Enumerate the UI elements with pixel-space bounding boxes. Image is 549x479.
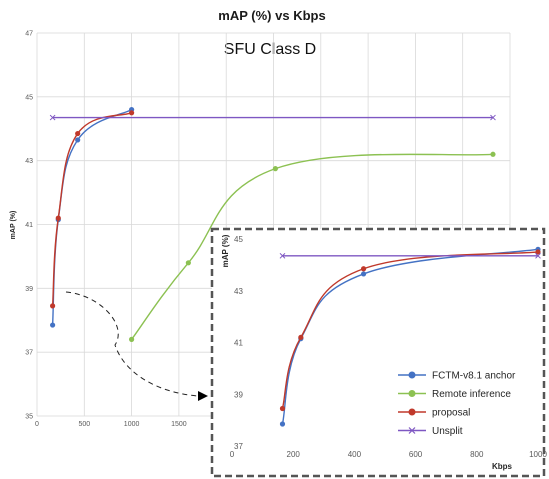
inset-y-tick-label: 37: [234, 442, 243, 451]
main-point-unsplit-0: [49, 114, 56, 121]
main-point-remote-inference-3: [490, 151, 496, 157]
legend-label: proposal: [432, 408, 470, 419]
main-series-line-fctm-v8-1-anchor: [51, 108, 132, 326]
main-y-tick-label: 35: [25, 414, 33, 421]
inset-y-tick-label: 45: [234, 235, 243, 244]
main-point-fctm-v8-1-anchor-2: [75, 137, 81, 143]
main-y-tick-label: 43: [25, 158, 33, 165]
main-point-fctm-v8-1-anchor-0: [50, 322, 56, 328]
legend-marker: [408, 371, 416, 379]
main-point-proposal-2: [75, 130, 81, 137]
main-point-remote-inference-2: [272, 166, 278, 172]
inset-point-unsplit-1: [535, 252, 541, 259]
legend-item-remote-inference: Remote inference: [398, 389, 511, 400]
main-y-tick-label: 37: [25, 350, 33, 357]
inset-y-tick-label: 39: [234, 390, 243, 399]
chart-title: mAP (%) vs Kbps: [218, 8, 325, 23]
legend-label: Remote inference: [432, 389, 511, 400]
main-y-axis-label: mAP (%): [10, 211, 17, 240]
inset-point-fctm-v8-1-anchor-2: [360, 271, 367, 277]
inset-series-line-proposal: [281, 251, 539, 409]
inset-x-axis-label: Kbps: [492, 462, 513, 471]
legend-marker: [408, 408, 416, 416]
legend-marker: [408, 390, 416, 397]
inset-y-tick-label: 43: [234, 287, 243, 296]
main-y-tick-label: 45: [25, 94, 33, 101]
main-point-remote-inference-1: [185, 260, 191, 266]
main-series-line-remote-inference: [131, 153, 494, 340]
inset-point-proposal-0: [279, 405, 286, 412]
inset-marker-x-b: [535, 252, 541, 259]
chart-subtitle: SFU Class D: [224, 41, 316, 58]
inset-x-tick-label: 0: [230, 450, 235, 459]
inset-x-tick-label: 600: [409, 450, 423, 459]
main-y-tick-label: 47: [25, 31, 33, 38]
inset-x-tick-label: 1000: [529, 450, 547, 459]
main-x-tick-label: 500: [78, 421, 90, 428]
inset-dashed-border: [210, 227, 546, 478]
main-point-proposal-1: [55, 215, 61, 221]
main-series-line-proposal: [51, 112, 132, 306]
inset-y-tick-label: 41: [234, 339, 243, 348]
legend-item-fctm-v8-1-anchor: FCTM-v8.1 anchor: [398, 371, 516, 382]
legend-label: FCTM-v8.1 anchor: [432, 371, 516, 382]
main-x-tick-label: 1500: [171, 421, 187, 428]
legend: FCTM-v8.1 anchor Remote inference proposal…: [398, 371, 516, 437]
inset-point-unsplit-0: [279, 252, 286, 259]
main-y-tick-label: 39: [25, 286, 33, 293]
main-marker-x-b: [490, 114, 496, 121]
inset-chart: mAP (%) Kbps 37 39 41 43 45 0 200 400 600 800 1000…: [210, 227, 547, 478]
main-x-tick-label: 1000: [124, 421, 140, 428]
inset-point-proposal-2: [360, 266, 367, 272]
legend-label: Unsplit: [432, 426, 463, 437]
main-marker-x-b: [49, 114, 56, 121]
callout-arrow-head: [198, 391, 208, 401]
inset-point-proposal-1: [298, 334, 304, 340]
callout-arrow-line: [65, 291, 199, 397]
main-point-proposal-0: [50, 303, 56, 309]
main-point-proposal-3: [129, 110, 135, 116]
inset-background: [212, 229, 544, 477]
legend-item-proposal: proposal: [398, 408, 470, 419]
legend-marker-x-b: [408, 427, 416, 434]
callout-arrow: [65, 291, 208, 401]
inset-x-tick-label: 400: [348, 450, 362, 459]
inset-point-fctm-v8-1-anchor-0: [279, 421, 286, 427]
main-point-remote-inference-0: [129, 336, 135, 342]
main-x-tick-label: 0: [35, 421, 39, 428]
inset-y-axis-label: mAP (%): [221, 234, 230, 267]
main-point-unsplit-1: [490, 114, 496, 121]
inset-point-proposal-3: [535, 249, 541, 255]
inset-x-tick-label: 200: [287, 450, 301, 459]
inset-x-tick-label: 800: [470, 450, 484, 459]
main-y-tick-label: 41: [25, 222, 33, 229]
legend-item-unsplit: Unsplit: [398, 426, 463, 437]
inset-marker-x-b: [279, 252, 286, 259]
